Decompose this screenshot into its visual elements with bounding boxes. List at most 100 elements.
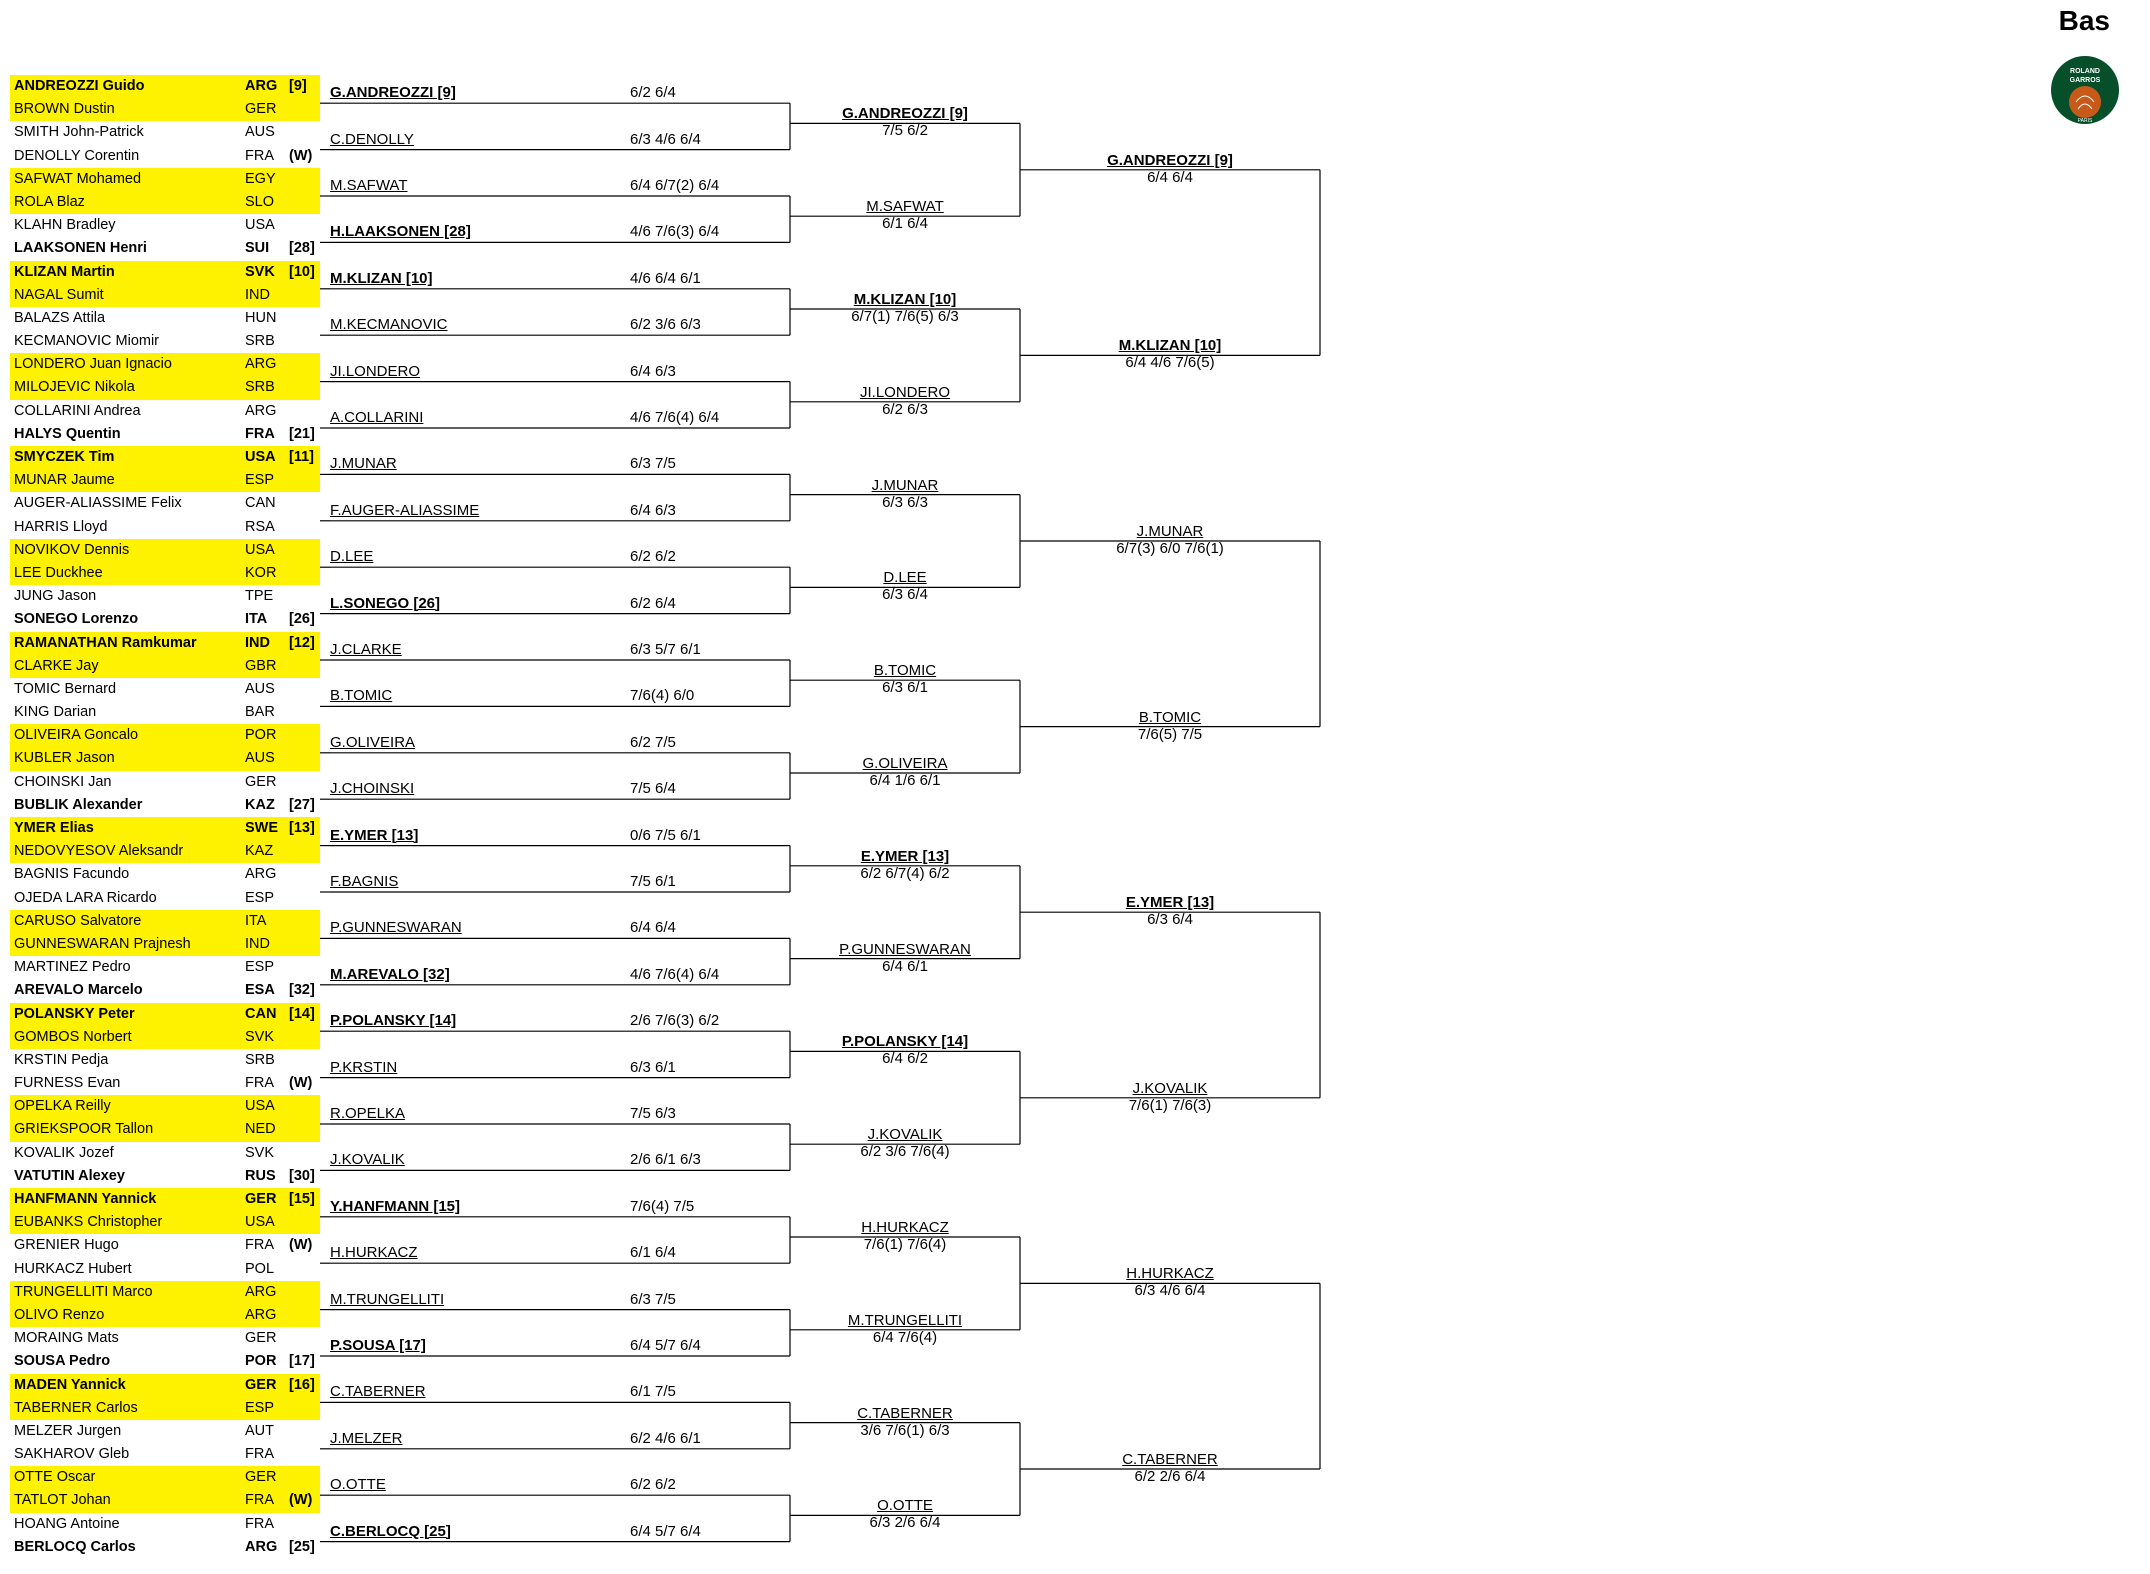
r1-player-row: HALYS QuentinFRA[21] [10,423,320,446]
winner-name: P.GUNNESWARAN [790,941,1020,958]
logo-text-top: ROLAND [2070,68,2100,75]
page-header-label: Bas [2059,5,2110,37]
player-name: CLARKE Jay [10,655,245,678]
winner-name: J.KOVALIK [1020,1080,1320,1097]
r1-player-row: DENOLLY CorentinFRA(W) [10,145,320,168]
player-name: COLLARINI Andrea [10,400,245,423]
match-score: 6/2 6/2 [610,548,676,565]
winner-name: G.ANDREOZZI [9] [330,84,456,101]
winner-name: D.LEE [330,548,373,565]
match-score: 4/6 7/6(3) 6/4 [610,223,719,240]
r1-player-row: MILOJEVIC NikolaSRB [10,376,320,399]
r1-player-row: MUNAR JaumeESP [10,469,320,492]
player-country: USA [245,446,289,469]
r1-player-row: FURNESS EvanFRA(W) [10,1072,320,1095]
winner-name: A.COLLARINI [330,409,423,426]
player-country: GER [245,1466,289,1489]
player-seed-tag: (W) [289,1234,319,1257]
player-name: GUNNESWARAN Prajnesh [10,933,245,956]
r4-entry: J.MUNAR6/7(3) 6/0 7/6(1) [1020,523,1320,557]
match-score: 6/4 5/7 6/4 [610,1523,701,1540]
r1-player-row: EUBANKS ChristopherUSA [10,1211,320,1234]
match-score: 6/2 6/7(4) 6/2 [790,865,1020,882]
r1-player-row: NOVIKOV DennisUSA [10,539,320,562]
player-country: POR [245,1350,289,1373]
r2-entry: H.HURKACZ6/1 6/4 [330,1244,790,1261]
player-country: GER [245,1327,289,1350]
r1-player-row: VATUTIN AlexeyRUS[30] [10,1165,320,1188]
r1-player-row: OLIVEIRA GoncaloPOR [10,724,320,747]
match-score: 6/2 7/5 [610,734,676,751]
match-score: 0/6 7/5 6/1 [610,827,701,844]
match-score: 6/3 7/5 [610,1291,676,1308]
player-country: USA [245,1211,289,1234]
player-name: LEE Duckhee [10,562,245,585]
match-score: 7/5 6/1 [610,873,676,890]
r1-player-row: MADEN YannickGER[16] [10,1374,320,1397]
winner-name: J.CHOINSKI [330,780,414,797]
winner-name: JI.LONDERO [330,363,420,380]
winner-name: E.YMER [13] [1020,894,1320,911]
player-seed-tag: (W) [289,145,319,168]
player-country: USA [245,1095,289,1118]
r1-player-row: MORAING MatsGER [10,1327,320,1350]
r2-entry: M.TRUNGELLITI6/3 7/5 [330,1291,790,1308]
match-score: 4/6 7/6(4) 6/4 [610,966,719,983]
player-name: CARUSO Salvatore [10,910,245,933]
player-country: IND [245,933,289,956]
match-score: 6/4 6/3 [610,502,676,519]
r1-player-row: LONDERO Juan IgnacioARG [10,353,320,376]
r1-player-row: GRENIER HugoFRA(W) [10,1234,320,1257]
r2-entry: E.YMER [13]0/6 7/5 6/1 [330,827,790,844]
player-country: BAR [245,701,289,724]
r3-entry: JI.LONDERO6/2 6/3 [790,384,1020,418]
player-country: TPE [245,585,289,608]
r2-entry: M.KLIZAN [10]4/6 6/4 6/1 [330,270,790,287]
match-score: 6/1 7/5 [610,1383,676,1400]
r1-player-row: KOVALIK JozefSVK [10,1142,320,1165]
player-seed-tag: [9] [289,75,319,98]
player-country: ITA [245,910,289,933]
winner-name: Y.HANFMANN [15] [330,1198,460,1215]
r1-player-row: OJEDA LARA RicardoESP [10,887,320,910]
player-country: ESA [245,979,289,1002]
round1-column: ANDREOZZI GuidoARG[9]BROWN DustinGERSMIT… [10,75,320,1559]
player-name: SMYCZEK Tim [10,446,245,469]
r3-entry: G.OLIVEIRA6/4 1/6 6/1 [790,755,1020,789]
r2-entry: J.MUNAR6/3 7/5 [330,455,790,472]
r4-entry: J.KOVALIK7/6(1) 7/6(3) [1020,1080,1320,1114]
player-name: TABERNER Carlos [10,1397,245,1420]
match-score: 6/2 4/6 6/1 [610,1430,701,1447]
player-country: IND [245,284,289,307]
player-name: CHOINSKI Jan [10,771,245,794]
winner-name: M.SAFWAT [790,198,1020,215]
player-name: HURKACZ Hubert [10,1258,245,1281]
player-seed-tag: [30] [289,1165,319,1188]
player-name: VATUTIN Alexey [10,1165,245,1188]
r1-player-row: OPELKA ReillyUSA [10,1095,320,1118]
match-score: 4/6 6/4 6/1 [610,270,701,287]
r3-entry: M.SAFWAT6/1 6/4 [790,198,1020,232]
r1-player-row: HANFMANN YannickGER[15] [10,1188,320,1211]
r3-entry: M.TRUNGELLITI6/4 7/6(4) [790,1312,1020,1346]
winner-name: O.OTTE [330,1476,386,1493]
winner-name: B.TOMIC [1020,709,1320,726]
player-seed-tag: [28] [289,237,319,260]
r2-entry: J.MELZER6/2 4/6 6/1 [330,1430,790,1447]
player-seed-tag: [21] [289,423,319,446]
player-name: MARTINEZ Pedro [10,956,245,979]
r1-player-row: RAMANATHAN RamkumarIND[12] [10,632,320,655]
r1-player-row: TRUNGELLITI MarcoARG [10,1281,320,1304]
r1-player-row: CHOINSKI JanGER [10,771,320,794]
player-country: KAZ [245,840,289,863]
player-country: SUI [245,237,289,260]
r1-player-row: SAFWAT MohamedEGY [10,168,320,191]
player-name: LONDERO Juan Ignacio [10,353,245,376]
r1-player-row: OLIVO RenzoARG [10,1304,320,1327]
player-name: GOMBOS Norbert [10,1026,245,1049]
winner-name: C.DENOLLY [330,131,414,148]
r1-player-row: MELZER JurgenAUT [10,1420,320,1443]
winner-name: J.KOVALIK [330,1151,405,1168]
player-name: TRUNGELLITI Marco [10,1281,245,1304]
player-name: BERLOCQ Carlos [10,1536,245,1559]
